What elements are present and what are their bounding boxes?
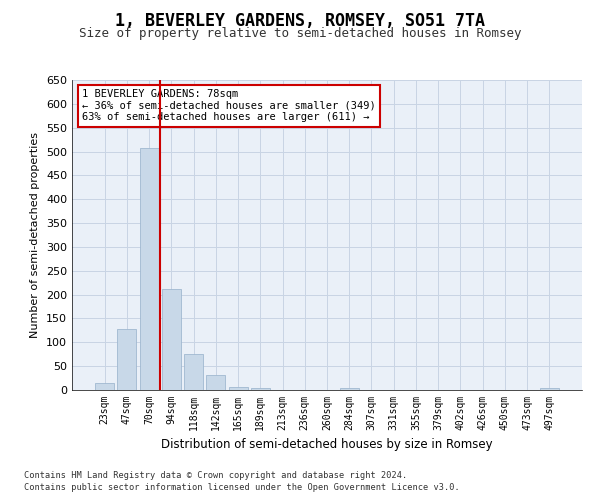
Bar: [251, 388, 270, 390]
Y-axis label: Number of semi-detached properties: Number of semi-detached properties: [31, 132, 40, 338]
Text: Contains public sector information licensed under the Open Government Licence v3: Contains public sector information licen…: [24, 483, 460, 492]
Bar: [162, 289, 181, 390]
Bar: [229, 386, 248, 390]
Bar: [206, 375, 225, 390]
Bar: [140, 148, 158, 390]
Text: 1 BEVERLEY GARDENS: 78sqm
← 36% of semi-detached houses are smaller (349)
63% of: 1 BEVERLEY GARDENS: 78sqm ← 36% of semi-…: [82, 90, 376, 122]
Bar: [540, 388, 559, 390]
X-axis label: Distribution of semi-detached houses by size in Romsey: Distribution of semi-detached houses by …: [161, 438, 493, 452]
Text: Contains HM Land Registry data © Crown copyright and database right 2024.: Contains HM Land Registry data © Crown c…: [24, 470, 407, 480]
Bar: [95, 383, 114, 390]
Bar: [184, 354, 203, 390]
Text: Size of property relative to semi-detached houses in Romsey: Size of property relative to semi-detach…: [79, 28, 521, 40]
Text: 1, BEVERLEY GARDENS, ROMSEY, SO51 7TA: 1, BEVERLEY GARDENS, ROMSEY, SO51 7TA: [115, 12, 485, 30]
Bar: [118, 330, 136, 390]
Bar: [340, 388, 359, 390]
